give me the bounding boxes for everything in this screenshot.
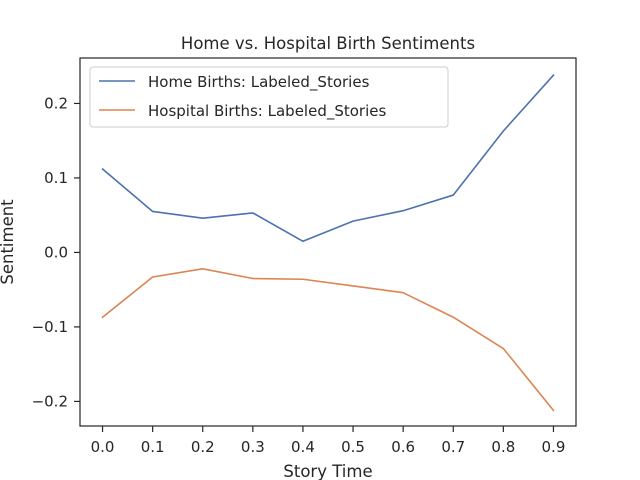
x-tick-label: 0.3 — [241, 438, 265, 456]
x-tick-label: 0.8 — [491, 438, 515, 456]
x-tick-label: 0.4 — [291, 438, 315, 456]
y-tick-label: 0.2 — [44, 94, 68, 112]
x-tick-label: 0.6 — [391, 438, 415, 456]
chart-title: Home vs. Hospital Birth Sentiments — [181, 34, 475, 53]
plot-frame — [79, 57, 577, 427]
series-line-hospital-births — [101, 268, 555, 412]
x-axis-ticks: 0.0 0.1 0.2 0.3 0.4 0.5 0.6 0.7 0.8 0.9 — [91, 426, 566, 456]
series-line-home-births — [101, 74, 555, 243]
x-axis-title: Story Time — [283, 462, 372, 480]
x-tick-label: 0.2 — [191, 438, 215, 456]
legend-label-home-births: Home Births: Labeled_Stories — [148, 73, 370, 92]
y-tick-label: −0.1 — [32, 318, 68, 336]
x-tick-label: 0.1 — [141, 438, 165, 456]
x-tick-label: 0.7 — [441, 438, 465, 456]
x-tick-label: 0.0 — [91, 438, 115, 456]
y-axis-ticks: 0.2 0.1 0.0 −0.1 −0.2 — [32, 94, 80, 410]
x-tick-label: 0.9 — [542, 438, 566, 456]
x-tick-label: 0.5 — [341, 438, 365, 456]
y-tick-label: −0.2 — [32, 392, 68, 410]
series-layer — [101, 74, 555, 412]
y-axis-title: Sentiment — [0, 199, 17, 285]
y-tick-label: 0.1 — [44, 169, 68, 187]
legend-label-hospital-births: Hospital Births: Labeled_Stories — [148, 102, 386, 121]
legend: Home Births: Labeled_Stories Hospital Bi… — [89, 66, 449, 128]
y-tick-label: 0.0 — [44, 243, 68, 261]
legend-box — [89, 66, 449, 128]
